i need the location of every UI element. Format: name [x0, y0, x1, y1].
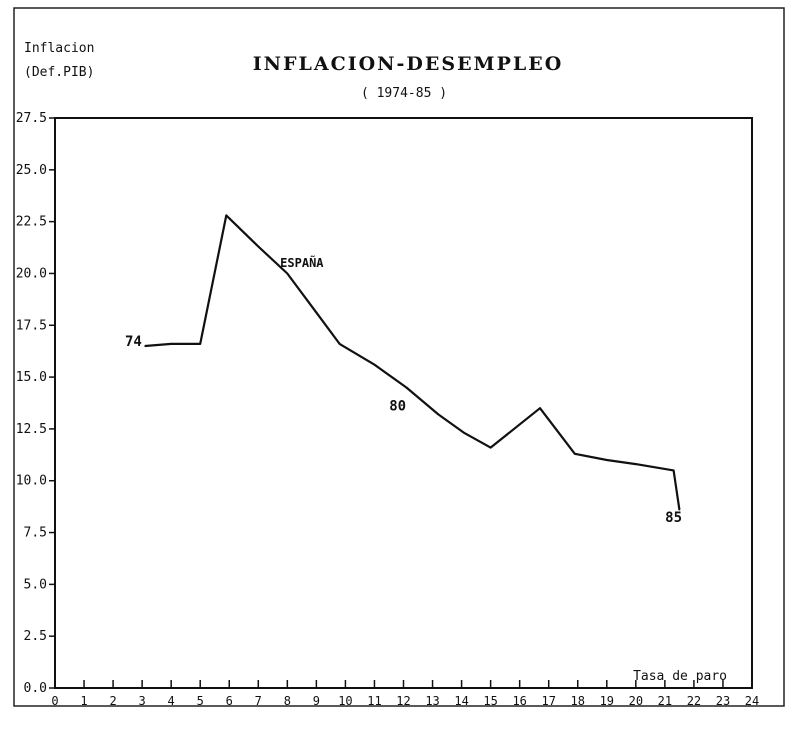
- data-point: [373, 363, 376, 366]
- x-tick-label: 0: [51, 694, 58, 708]
- y-tick-label: 25.0: [16, 163, 47, 178]
- data-point: [678, 508, 681, 511]
- y-tick-label: 5.0: [24, 577, 47, 592]
- x-tick-label: 12: [396, 694, 410, 708]
- y-tick-label: 2.5: [24, 629, 47, 644]
- x-tick-label: 14: [454, 694, 468, 708]
- y-axis: 0.0 2.5 5.0 7.5 10.0 12.5 15.0 17.5 20.0 22.5 25.0…: [16, 111, 55, 696]
- series-line: [144, 214, 681, 510]
- x-tick-label: 15: [483, 694, 497, 708]
- x-tick-label: 3: [139, 694, 146, 708]
- chart-title: INFLACION-DESEMPLEO: [253, 53, 564, 75]
- x-tick-label: 10: [338, 694, 352, 708]
- series-layer: [144, 214, 681, 511]
- x-tick-label: 7: [255, 694, 262, 708]
- annotation-layer: 74 80 85 ESPAÑA: [125, 255, 682, 526]
- x-axis-label: Tasa de paro: [633, 669, 727, 684]
- annotation-label: 74: [125, 334, 142, 350]
- y-tick-label: 0.0: [24, 681, 47, 696]
- x-axis: 0 1 2 3 4 5 6 7 8 9 10 11 12 13 14 15 16 17 18 19 20 21 22 23 24: [51, 680, 759, 708]
- x-tick-label: 18: [571, 694, 585, 708]
- x-tick-label: 8: [284, 694, 291, 708]
- annotation-label: 80: [389, 398, 406, 414]
- x-tick-label: 17: [541, 694, 555, 708]
- x-tick-label: 4: [168, 694, 175, 708]
- data-point: [144, 345, 146, 347]
- x-tick-label: 22: [687, 694, 701, 708]
- data-point: [635, 463, 637, 465]
- y-tick-label: 12.5: [16, 422, 47, 437]
- x-tick-label: 19: [600, 694, 614, 708]
- outer-frame: [13, 7, 785, 707]
- x-tick-label: 11: [367, 694, 381, 708]
- x-tick-label: 6: [226, 694, 233, 708]
- x-tick-label: 9: [313, 694, 320, 708]
- data-point: [225, 214, 228, 217]
- annotation-label: 85: [665, 510, 682, 526]
- data-point: [574, 452, 576, 455]
- y-tick-label: 10.0: [16, 474, 47, 489]
- data-point: [199, 343, 202, 345]
- data-point: [605, 459, 608, 461]
- data-point: [257, 245, 260, 248]
- y-tick-label: 15.0: [16, 370, 47, 385]
- data-point: [437, 413, 440, 416]
- x-tick-label: 16: [512, 694, 526, 708]
- y-tick-label: 7.5: [24, 526, 47, 541]
- y-axis-label-line1: Inflacion: [24, 41, 94, 56]
- chart-subtitle: ( 1974-85 ): [361, 86, 447, 101]
- y-axis-label-line2: (Def.PIB): [24, 65, 94, 80]
- data-point: [672, 469, 675, 472]
- x-tick-label: 13: [425, 694, 439, 708]
- data-point: [489, 446, 492, 449]
- data-point: [286, 272, 289, 275]
- y-tick-label: 20.0: [16, 266, 47, 281]
- data-point: [463, 432, 466, 434]
- x-tick-label: 24: [745, 694, 759, 708]
- data-point: [170, 343, 172, 345]
- x-tick-label: 2: [109, 694, 116, 708]
- y-tick-label: 17.5: [16, 318, 47, 333]
- data-point: [312, 307, 315, 310]
- x-tick-label: 1: [80, 694, 87, 708]
- x-tick-label: 20: [629, 694, 643, 708]
- data-point: [405, 386, 408, 389]
- annotation-label: ESPAÑA: [280, 255, 324, 270]
- x-tick-label: 21: [658, 694, 672, 708]
- y-tick-label: 22.5: [16, 215, 47, 230]
- data-point: [539, 407, 541, 409]
- data-point: [338, 343, 341, 345]
- y-tick-label: 27.5: [16, 111, 47, 126]
- x-tick-label: 23: [716, 694, 730, 708]
- x-tick-label: 5: [197, 694, 204, 708]
